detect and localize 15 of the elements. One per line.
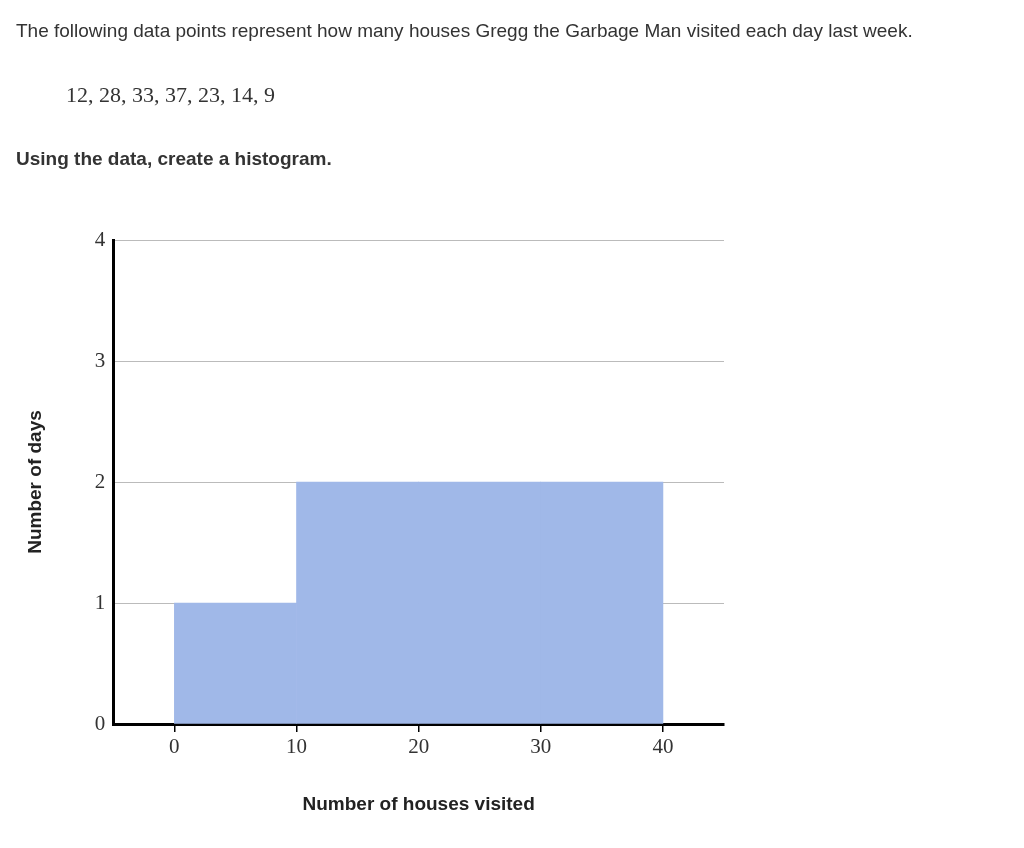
chart-title: The following data points represent how many houses Gregg the Garbage Man visited each day last week.	[16, 20, 913, 42]
x-tick-label: 20	[408, 734, 430, 759]
text: Using the data, create a histogram.	[16, 148, 332, 170]
x-tick-label: 0	[169, 734, 180, 759]
x-tick-label: 40	[652, 734, 674, 759]
x-tick-label: 10	[286, 734, 308, 759]
y-tick-label: 3	[94, 347, 106, 372]
chart-subtitle: 12, 28, 33, 37, 23, 14, 9	[66, 82, 275, 108]
y-tick-label: 1	[94, 589, 106, 614]
y-tick-label: 0	[94, 710, 106, 735]
x-tick-label: 30	[530, 734, 552, 759]
y-tick-label: 2	[94, 468, 106, 493]
y-tick-label: 4	[94, 226, 106, 251]
x-axis-title: Number of houses visited	[302, 792, 535, 814]
y-axis-title: Number of days	[23, 410, 45, 554]
